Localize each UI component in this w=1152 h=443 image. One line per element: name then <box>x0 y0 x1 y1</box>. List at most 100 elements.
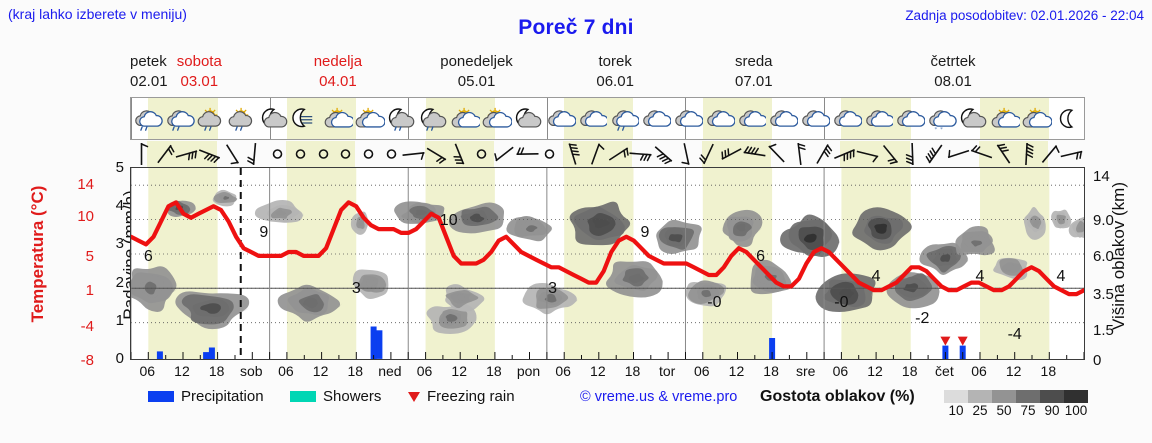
precipitation-bar <box>208 347 215 359</box>
daylight-band <box>840 141 910 167</box>
temperature-label: 9 <box>259 224 268 241</box>
x-axis-label-06: 06 <box>694 363 710 379</box>
cloud-rain-icon <box>131 98 163 139</box>
sun-cloud-icon <box>353 98 386 139</box>
cloud-icon <box>703 98 735 139</box>
copyright-link[interactable]: © vreme.us & vreme.pro <box>580 389 738 405</box>
x-axis-label-12: 12 <box>728 363 745 379</box>
wind-barb <box>811 141 834 167</box>
cloud-icon <box>862 98 894 139</box>
cloud-density-blob <box>839 287 855 299</box>
temperature-label: 6 <box>144 248 153 265</box>
temperature-tick-5: 5 <box>85 248 94 265</box>
x-axis-label-06: 06 <box>555 363 571 379</box>
density-swatch-100 <box>1064 390 1088 403</box>
cloud-density-blob <box>736 223 746 232</box>
weather-icon-band: * * <box>130 97 1085 140</box>
wind-barb <box>289 141 312 167</box>
day-header-torek: torek 06.01 <box>546 52 685 96</box>
cloud-density-blob <box>592 218 611 229</box>
sun-cloud-icon <box>322 98 354 139</box>
cloud-density-color-scale <box>944 390 1088 403</box>
cloud-density-blob <box>1058 216 1065 224</box>
precipitation-tick-0: 0 <box>115 350 124 367</box>
cloud-density-blob <box>223 196 230 200</box>
x-axis-label-06: 06 <box>278 363 294 379</box>
wind-barb <box>493 141 516 167</box>
wind-barb <box>198 141 221 167</box>
x-axis-label-18: 18 <box>624 363 641 379</box>
cloud-height-tick-0: 0 <box>1093 352 1102 369</box>
day-name: sreda <box>735 53 773 70</box>
day-separator <box>131 98 132 139</box>
cloud-density-blob <box>415 209 428 216</box>
freezing-rain-markers <box>940 336 968 359</box>
density-swatch-90 <box>1040 390 1064 403</box>
wind-barb <box>584 141 607 167</box>
wind-barb-band <box>130 141 1085 167</box>
wind-barb <box>652 141 675 167</box>
cloud-density-blob <box>874 223 888 234</box>
temperature-line <box>131 200 1084 297</box>
cloud-density-blob <box>358 220 363 226</box>
showers-swatch <box>290 391 316 402</box>
density-value-50: 50 <box>996 403 1012 418</box>
precipitation-tick-2: 2 <box>115 273 124 291</box>
daylight-band <box>979 141 1049 167</box>
sun-cloud-icon <box>1020 98 1053 139</box>
temperature-label: -0 <box>834 294 848 311</box>
x-axis-label-12: 12 <box>590 363 606 379</box>
precipitation-tick-4: 4 <box>115 197 124 215</box>
temperature-label: 3 <box>352 280 361 297</box>
legend-precipitation: Precipitation <box>148 388 264 405</box>
daylight-band <box>285 141 356 167</box>
daylight-band <box>841 168 911 359</box>
x-axis-label-ned: ned <box>378 363 402 379</box>
density-value-90: 90 <box>1044 403 1060 418</box>
wind-barb <box>947 141 970 167</box>
x-axis-tick-labels: 06 12 18 sob 06 12 18 ned 06 12 18 pon 06 12 18 tor 06 12… <box>130 363 1085 383</box>
moon-icon <box>1052 98 1084 139</box>
wind-barb <box>130 141 153 167</box>
precipitation-swatch <box>148 391 174 402</box>
x-axis-label-12: 12 <box>867 363 883 379</box>
day-header-band: petek 02.01 sobota 03.01 nedelja 04.01 ponedel… <box>130 52 1085 96</box>
cloud-icon <box>798 98 830 139</box>
x-axis-label-12: 12 <box>312 363 329 379</box>
cloud-icon <box>576 98 608 139</box>
day-header-nedelja: nedelja 04.01 <box>269 52 408 96</box>
meteogram-plot: 6 9 3 10 3 9 -0 6 -0 4 -2 4 -4 4 <box>130 167 1085 360</box>
day-date: 06.01 <box>596 73 634 90</box>
cloud-density-field <box>131 189 1084 334</box>
x-axis-label-18: 18 <box>347 363 364 379</box>
legend: Precipitation Showers Freezing rain © vr… <box>0 388 1152 418</box>
cloud-density-blob <box>366 279 378 288</box>
cloud-density-blob <box>971 240 983 247</box>
precipitation-tick-1: 1 <box>115 311 124 329</box>
density-value-10: 10 <box>948 403 964 418</box>
temperature-label: 3 <box>548 280 557 297</box>
freezing-rain-icon <box>408 391 420 402</box>
density-swatch-50 <box>992 390 1016 403</box>
cloud-density-blob <box>1006 264 1016 271</box>
day-date: 07.01 <box>735 73 773 90</box>
cloud-height-tick-9.0: 9.0 <box>1093 212 1114 229</box>
cloud-density-blob <box>445 314 458 322</box>
x-axis-label-18: 18 <box>486 363 502 379</box>
legend-showers-label: Showers <box>323 388 382 405</box>
cloud-icon <box>830 98 862 139</box>
cloud-icon <box>639 98 672 139</box>
wind-barb <box>720 141 743 167</box>
x-axis-label-12: 12 <box>174 363 190 379</box>
cloud-height-tick-6.0: 6.0 <box>1093 248 1114 265</box>
wind-barb <box>448 141 471 167</box>
precipitation-bars <box>156 326 776 359</box>
wind-barb <box>221 141 244 167</box>
day-date: 03.01 <box>180 73 219 90</box>
density-swatch-10 <box>944 390 968 403</box>
cloud-snow-icon: * * <box>925 98 957 139</box>
temperature-label: -0 <box>707 294 721 311</box>
density-swatch-75 <box>1016 390 1040 403</box>
sun-cloud-rain-icon <box>195 98 227 139</box>
day-header-sobota: sobota 03.01 <box>130 52 269 96</box>
